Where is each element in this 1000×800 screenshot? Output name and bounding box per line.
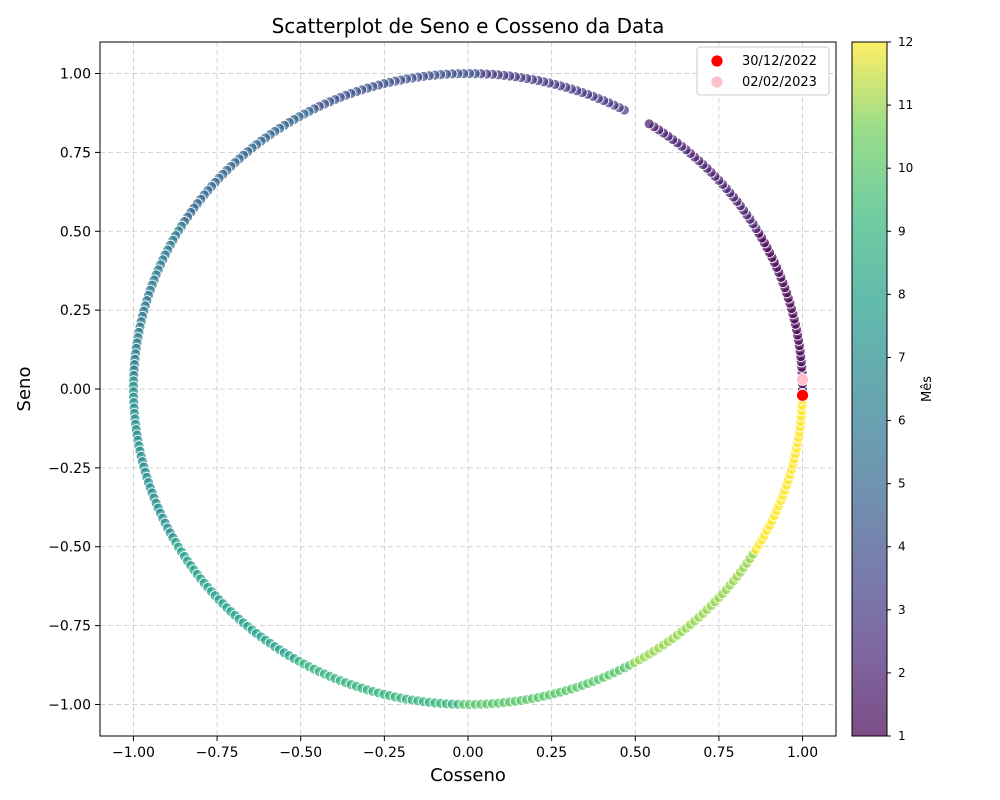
colorbar-tick-label: 10 bbox=[898, 161, 913, 175]
points-layer bbox=[128, 68, 808, 710]
highlight-layer bbox=[796, 373, 809, 402]
colorbar-label: Mês bbox=[920, 376, 935, 402]
legend-box bbox=[696, 46, 830, 96]
x-tick-label: 0.50 bbox=[620, 745, 651, 761]
colorbar-tick-label: 6 bbox=[898, 414, 906, 428]
y-tick-label: −0.75 bbox=[48, 619, 91, 635]
x-tick-label: −1.00 bbox=[112, 745, 155, 761]
highlight-point-2 bbox=[796, 373, 809, 386]
legend-label-1: 30/12/2022 bbox=[742, 54, 817, 69]
y-axis-label: Seno bbox=[14, 367, 35, 412]
y-tick-label: 0.50 bbox=[60, 224, 91, 240]
legend-marker-1 bbox=[710, 54, 724, 68]
y-tick-label: −0.50 bbox=[48, 540, 91, 556]
legend-marker-2 bbox=[710, 75, 724, 89]
colorbar-tick-label: 4 bbox=[898, 540, 906, 554]
y-tick-label: 0.75 bbox=[60, 145, 91, 161]
colorbar-tick-label: 2 bbox=[898, 666, 906, 680]
colorbar-tick-label: 3 bbox=[898, 603, 906, 617]
colorbar-tick-label: 5 bbox=[898, 477, 906, 491]
x-axis-label: Cosseno bbox=[430, 765, 506, 786]
x-tick-label: −0.50 bbox=[279, 745, 322, 761]
legend-label-2: 02/02/2023 bbox=[742, 75, 817, 90]
colorbar-tick-label: 1 bbox=[898, 729, 906, 743]
y-tick-label: −1.00 bbox=[48, 697, 91, 713]
colorbar-tick-label: 7 bbox=[898, 350, 906, 364]
legend: 30/12/2022 02/02/2023 bbox=[696, 46, 830, 96]
highlight-point-1 bbox=[796, 388, 809, 402]
chart-title: Scatterplot de Seno e Cosseno da Data bbox=[272, 14, 665, 38]
colorbar-tick-label: 8 bbox=[898, 287, 906, 301]
y-tick-label: 0.25 bbox=[60, 303, 91, 319]
x-tick-label: 1.00 bbox=[787, 745, 818, 761]
y-tick-label: −0.25 bbox=[48, 461, 91, 477]
y-axis-ticks: −1.00 −0.75 −0.50 −0.25 0.00 0.25 0.50 0.75 1.00 bbox=[48, 67, 100, 713]
y-tick-label: 0.00 bbox=[60, 382, 91, 398]
x-tick-label: −0.25 bbox=[363, 745, 406, 761]
colorbar-tick-label: 9 bbox=[898, 224, 906, 238]
data-point bbox=[643, 118, 655, 130]
colorbar-tick-label: 12 bbox=[898, 35, 913, 49]
grid-layer bbox=[100, 42, 836, 736]
x-axis-ticks: −1.00 −0.75 −0.50 −0.25 0.00 0.25 0.50 0.75 1.00 bbox=[112, 736, 818, 761]
x-tick-label: 0.75 bbox=[703, 745, 734, 761]
colorbar-gradient bbox=[851, 41, 888, 737]
y-tick-label: 1.00 bbox=[60, 67, 91, 83]
x-tick-label: −0.75 bbox=[196, 745, 239, 761]
x-tick-label: 0.25 bbox=[536, 745, 567, 761]
colorbar-tick-label: 11 bbox=[898, 98, 913, 112]
x-tick-label: 0.00 bbox=[452, 745, 483, 761]
